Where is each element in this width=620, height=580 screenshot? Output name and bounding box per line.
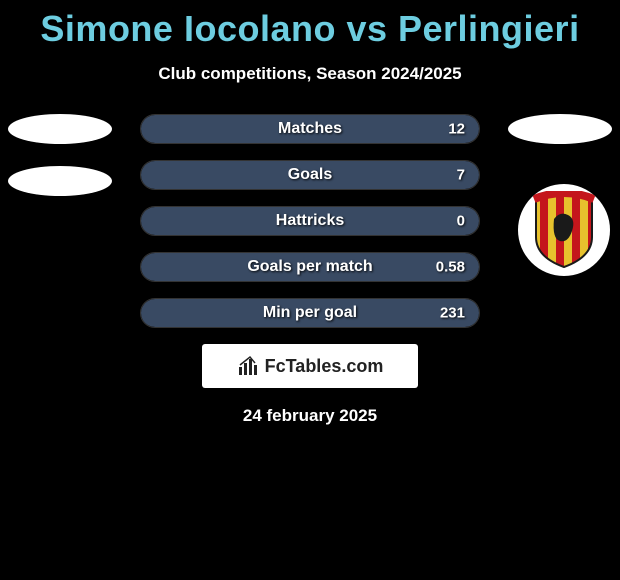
stat-value: 231 xyxy=(440,305,465,322)
club-shield xyxy=(532,191,596,269)
stat-row: Goals 7 xyxy=(140,160,480,190)
logo-text: FcTables.com xyxy=(265,356,384,377)
player-oval xyxy=(8,114,112,144)
stat-label: Goals xyxy=(288,166,332,184)
stat-label: Goals per match xyxy=(247,258,372,276)
stat-row: Goals per match 0.58 xyxy=(140,252,480,282)
stat-row: Matches 12 xyxy=(140,114,480,144)
stats-list: Matches 12 Goals 7 Hattricks 0 Goals per… xyxy=(140,114,480,328)
page-title: Simone Iocolano vs Perlingieri xyxy=(0,0,620,50)
player-oval xyxy=(8,166,112,196)
shield-icon xyxy=(532,191,596,269)
club-badge xyxy=(518,184,610,276)
page-subtitle: Club competitions, Season 2024/2025 xyxy=(0,64,620,84)
stat-value: 7 xyxy=(457,167,465,184)
bars-icon xyxy=(237,355,259,377)
stat-label: Matches xyxy=(278,120,342,138)
right-player-markers xyxy=(508,114,612,166)
stat-label: Min per goal xyxy=(263,304,357,322)
stat-value: 0.58 xyxy=(436,259,465,276)
stat-value: 0 xyxy=(457,213,465,230)
left-player-markers xyxy=(8,114,112,218)
stat-label: Hattricks xyxy=(276,212,344,230)
content-area: Matches 12 Goals 7 Hattricks 0 Goals per… xyxy=(0,114,620,426)
date-text: 24 february 2025 xyxy=(0,406,620,426)
stat-row: Min per goal 231 xyxy=(140,298,480,328)
fctables-logo: FcTables.com xyxy=(202,344,418,388)
stat-value: 12 xyxy=(448,121,465,138)
stat-row: Hattricks 0 xyxy=(140,206,480,236)
player-oval xyxy=(508,114,612,144)
